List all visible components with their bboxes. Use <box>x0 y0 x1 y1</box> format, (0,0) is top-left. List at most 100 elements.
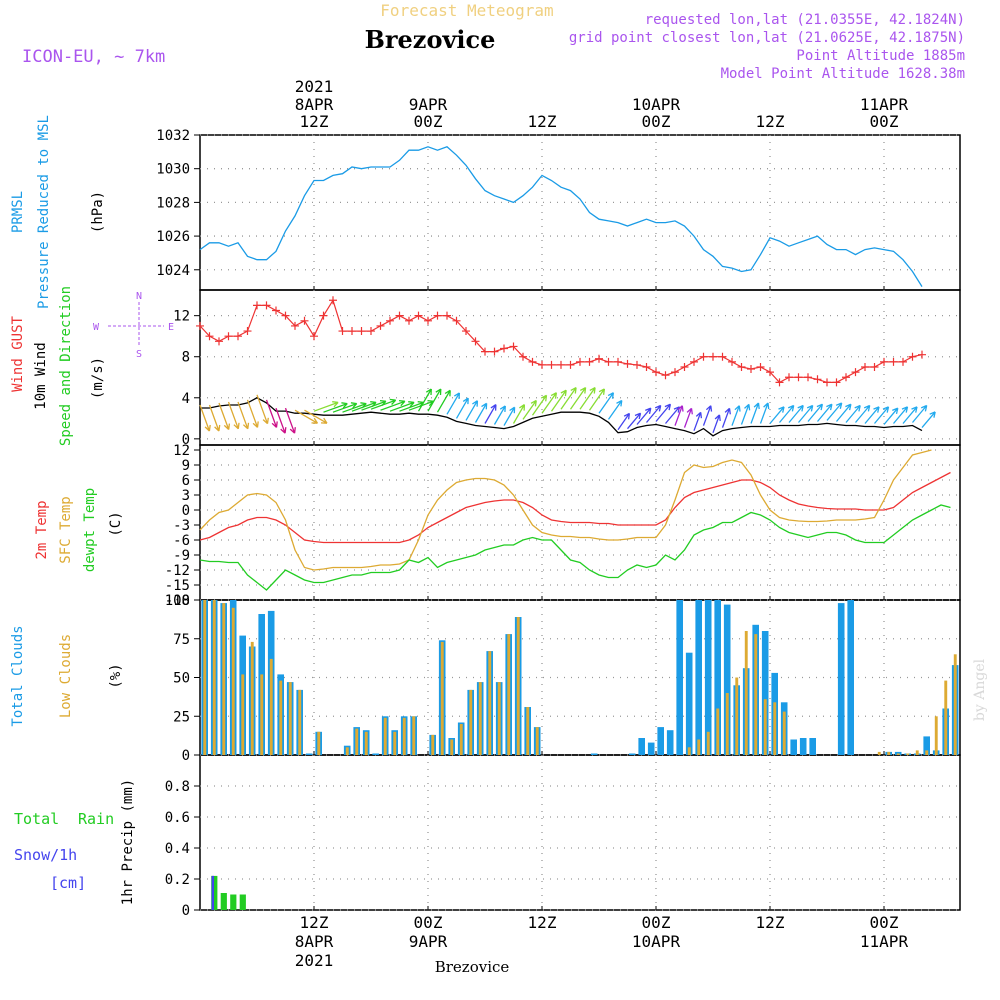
wind-gust-marker <box>253 301 261 310</box>
total-cloud-bar <box>628 753 636 755</box>
wind-gust-marker <box>509 342 518 351</box>
wind-direction-arrow <box>921 411 936 429</box>
wind-gust-marker <box>832 378 841 387</box>
y-tick-label: -15 <box>165 578 190 594</box>
wind-direction-arrow <box>817 403 833 422</box>
wind-direction-arrow <box>826 402 843 421</box>
wind-direction-arrow <box>902 406 918 424</box>
wind-direction-arrow <box>560 387 577 410</box>
pressure-label-long: Pressure Reduced to MSL <box>36 115 52 309</box>
wind-gust-marker <box>595 354 603 363</box>
wind-gust-marker <box>528 357 537 366</box>
wind-gust-marker <box>357 327 366 336</box>
wind-direction-arrow <box>284 407 296 434</box>
wind-gust-marker <box>709 352 717 361</box>
bottom-time-label: 2021 <box>295 951 334 970</box>
low-cloud-bar <box>687 747 691 756</box>
wind-direction-arrow <box>874 406 890 424</box>
y-tick-label: 1032 <box>156 128 190 144</box>
wind-gust-label: Wind GUST <box>10 316 26 392</box>
grid-point-coords: grid point closest lon,lat (21.0625E, 42… <box>569 30 965 46</box>
low-cloud-bar <box>279 680 283 755</box>
low-cloud-bar <box>497 682 501 755</box>
wind-gust-marker <box>690 357 698 366</box>
wind-direction-arrow <box>503 406 516 426</box>
low-cloud-bar <box>896 753 900 755</box>
low-cloud-bar <box>877 751 881 755</box>
wind-gust-marker <box>794 373 803 382</box>
wind-gust-marker <box>547 360 556 369</box>
total-cloud-bar <box>666 730 674 755</box>
total-cloud-bar <box>894 751 902 755</box>
wind-direction-arrow <box>265 399 278 428</box>
pressure-label-short: PRMSL <box>10 191 26 233</box>
wind-direction-arrow <box>731 405 741 426</box>
low-cloud-bar <box>697 739 701 755</box>
temp-unit: (C) <box>108 511 124 536</box>
low-cloud-bar <box>364 731 368 756</box>
cloud-unit: (%) <box>108 663 124 688</box>
wind-direction-arrow <box>436 389 451 413</box>
wind-gust-marker <box>376 321 385 330</box>
wind-gust-marker <box>234 332 242 341</box>
total-cloud-bar <box>647 742 655 755</box>
wind-gust-marker <box>728 357 736 366</box>
wind-gust-marker <box>452 316 461 325</box>
wind-gust-marker <box>908 352 917 361</box>
wind-direction-arrow <box>588 388 606 411</box>
wind-gust-marker <box>861 362 869 371</box>
y-tick-label: 75 <box>173 632 190 648</box>
wind-gust-marker <box>699 352 708 361</box>
wind-gust-marker <box>918 350 926 359</box>
wind-gust-marker <box>614 357 622 366</box>
total-cloud-bar <box>372 753 379 755</box>
snow-label: Snow/1h <box>14 846 77 864</box>
wind-direction-arrow <box>779 404 795 423</box>
y-tick-label: 1028 <box>156 195 190 211</box>
rain-bar <box>211 875 218 910</box>
top-time-label: 00Z <box>870 112 899 131</box>
wind-direction-arrow <box>370 398 397 410</box>
y-tick-label: -18 <box>165 593 190 609</box>
wind-direction-arrow <box>294 409 319 424</box>
compass-rose: N S W E <box>93 291 174 360</box>
total-cloud-bar <box>305 753 313 755</box>
low-cloud-bar <box>412 716 416 756</box>
y-tick-label: 0 <box>182 903 190 919</box>
wind-gust-marker <box>338 327 347 336</box>
y-tick-label: 0 <box>182 432 190 448</box>
wind-gust-marker <box>300 316 309 325</box>
wind-direction-arrow <box>721 407 731 428</box>
y-tick-label: 1026 <box>156 229 190 245</box>
y-tick-label: 0 <box>182 503 190 519</box>
compass-s: S <box>136 349 142 360</box>
low-cloud-bar <box>706 731 710 756</box>
wind-gust-marker <box>889 357 898 366</box>
y-tick-label: 0.8 <box>165 779 190 795</box>
low-cloud-bar <box>402 717 406 755</box>
wind-gust-marker <box>671 368 679 377</box>
y-tick-label: 4 <box>182 391 190 407</box>
low-cloud-bar <box>725 693 729 755</box>
total-cloud-bar <box>790 739 797 755</box>
wind-gust-marker <box>329 296 337 305</box>
low-cloud-bar <box>887 751 891 755</box>
wind-direction-arrow <box>845 404 861 423</box>
temp-2m-line <box>199 471 951 544</box>
wind-direction-arrow <box>674 405 684 426</box>
total-cloud-bar <box>657 727 664 755</box>
wind-direction-arrow <box>893 406 909 424</box>
y-tick-label: 0.4 <box>165 841 190 857</box>
model-altitude: Model Point Altitude 1628.38m <box>721 66 965 82</box>
bottom-time-label: 00Z <box>642 913 671 932</box>
wind-direction-arrow <box>836 403 852 422</box>
wind-direction-arrow <box>199 404 211 432</box>
top-time-label: 10APR <box>632 95 681 114</box>
wind-direction-arrow <box>465 400 479 421</box>
total-cloud-bar <box>799 738 807 755</box>
low-cloud-bar <box>440 641 444 755</box>
wind-direction-arrow <box>550 389 567 412</box>
wind-direction-arrow <box>712 414 721 434</box>
